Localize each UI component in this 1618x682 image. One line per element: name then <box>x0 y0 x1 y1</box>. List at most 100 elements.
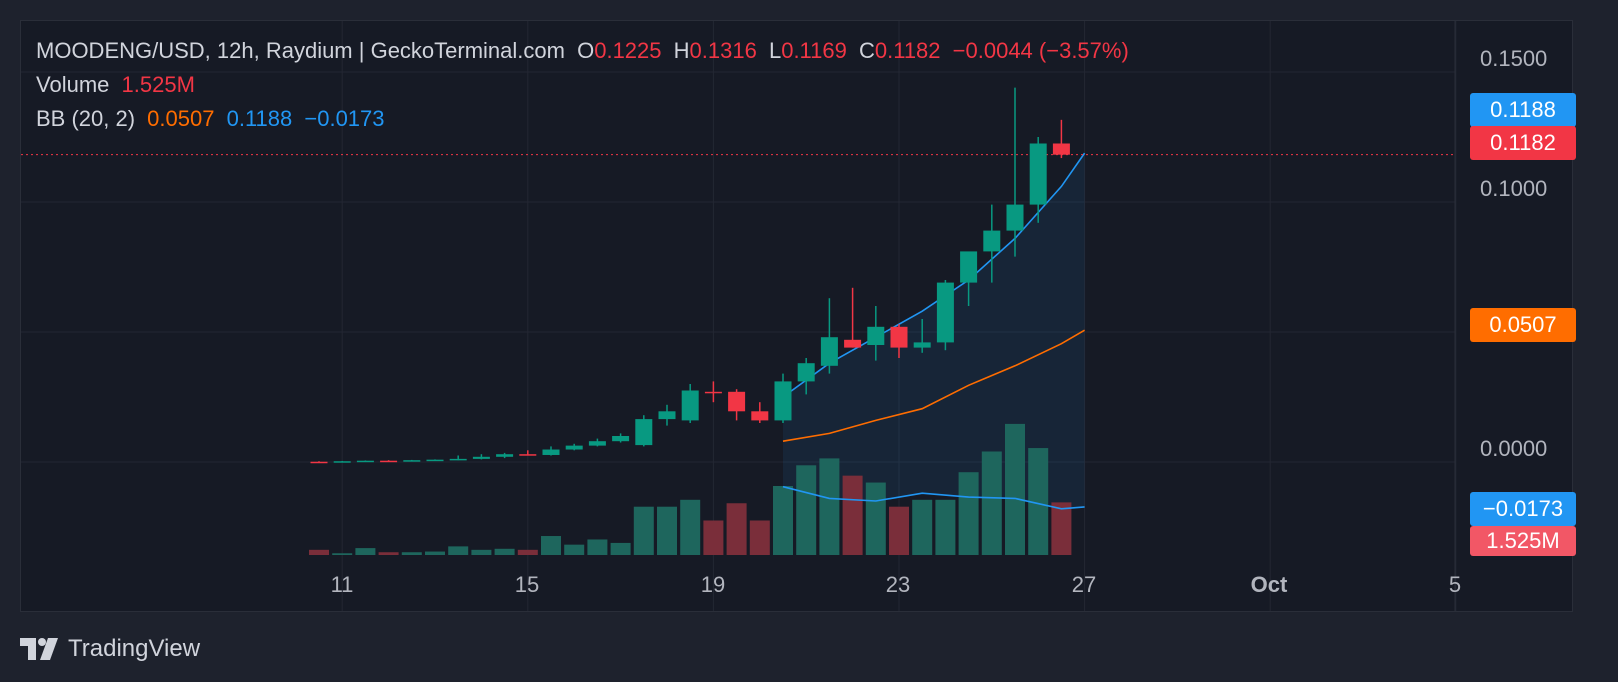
x-tick-label: 11 <box>330 572 354 597</box>
volume-bar <box>448 546 469 555</box>
volume-bar <box>633 506 654 555</box>
bb-band-fill <box>783 153 1085 509</box>
candle-body <box>1029 143 1047 205</box>
volume-bar <box>680 499 701 555</box>
candle-body <box>403 460 421 462</box>
brand-name: TradingView <box>68 635 201 662</box>
candle-body <box>704 391 722 394</box>
legend-low-label: L <box>768 38 782 63</box>
legend-open-label: O <box>577 38 595 63</box>
candle-body <box>612 436 630 442</box>
volume-bar <box>494 548 515 555</box>
candle-body <box>380 460 398 463</box>
volume-bar <box>517 549 538 555</box>
x-tick-label: 19 <box>700 572 726 597</box>
volume-bar <box>401 552 422 555</box>
candle-body <box>983 230 1001 252</box>
volume-price-label: 1.525M <box>1470 526 1576 556</box>
volume-bar <box>332 553 353 555</box>
volume-bar <box>796 465 817 555</box>
chart-plot[interactable] <box>0 0 1618 620</box>
candle-body <box>658 411 676 420</box>
candle-body <box>751 411 769 421</box>
candle-body <box>449 458 467 461</box>
candle-body <box>774 381 792 421</box>
legend-bb-label[interactable]: BB (20, 2) <box>36 106 136 131</box>
volume-bar <box>378 552 399 555</box>
candle-body <box>542 449 560 455</box>
bb-basis-price-label: 0.0507 <box>1470 308 1576 342</box>
volume-bar <box>1028 448 1049 555</box>
candle-body <box>310 461 328 464</box>
legend-close-value: 0.1182 <box>874 38 941 63</box>
volume-bar <box>749 520 770 555</box>
candle-body <box>356 460 374 463</box>
volume-bar <box>726 503 747 555</box>
tradingview-icon <box>20 638 58 660</box>
legend-high-label: H <box>673 38 690 63</box>
candle-body <box>797 363 815 382</box>
volume-bar <box>935 499 956 555</box>
volume-bar <box>425 551 445 555</box>
candle-body <box>472 456 490 459</box>
legend-close-label: C <box>858 38 875 63</box>
volume-bar <box>610 542 631 555</box>
legend-low-value: 0.1169 <box>781 38 847 63</box>
y-tick-label: 0.1500 <box>1480 46 1548 71</box>
bb-basis-line <box>782 329 1086 442</box>
candle-body <box>1052 143 1070 155</box>
candle-body <box>635 419 653 446</box>
y-tick-label: 0.1000 <box>1480 176 1548 201</box>
candle-body <box>844 339 862 348</box>
candle-body <box>867 326 885 345</box>
legend-bb-lower: −0.0173 <box>304 106 385 131</box>
volume-bar <box>703 520 724 555</box>
volume-bar <box>981 451 1002 555</box>
bb-upper-price-label: 0.1188 <box>1470 93 1576 127</box>
last-price-label: 0.1182 <box>1470 126 1576 160</box>
candle-body <box>519 454 537 456</box>
volume-bar <box>355 548 376 555</box>
y-tick-label: 0.0000 <box>1480 436 1548 461</box>
volume-bar <box>587 539 608 555</box>
volume-bar <box>309 549 329 555</box>
legend-open-value: 0.1225 <box>594 38 662 63</box>
x-tick-label: 27 <box>1071 572 1097 597</box>
bb-lower-line <box>782 485 1085 510</box>
candle-body <box>936 282 954 343</box>
tradingview-logo[interactable]: TradingView <box>20 632 200 666</box>
volume-bar <box>819 458 840 555</box>
volume-bar <box>842 475 863 555</box>
x-tick-label: Oct <box>1250 572 1288 597</box>
legend-bb-row: BB (20, 2) 0.0507 0.1188 −0.0173 <box>36 106 391 132</box>
volume-bar <box>958 472 979 555</box>
volume-bar <box>1005 423 1025 555</box>
candle-body <box>565 445 583 450</box>
volume-bar <box>865 482 886 555</box>
volume-bar <box>889 506 909 555</box>
volume-bar <box>912 499 933 555</box>
volume-bar <box>1051 502 1072 555</box>
volume-bar <box>471 549 492 555</box>
volume-bar <box>564 544 585 555</box>
legend-symbol[interactable]: MOODENG/USD, 12h, Raydium | GeckoTermina… <box>36 38 565 63</box>
legend-ohlc-row: MOODENG/USD, 12h, Raydium | GeckoTermina… <box>36 38 1135 64</box>
candle-body <box>728 391 746 412</box>
legend-volume-value: 1.525M <box>121 72 195 97</box>
legend-volume-label[interactable]: Volume <box>36 72 110 97</box>
legend-bb-basis: 0.0507 <box>147 106 215 131</box>
legend-high-value: 0.1316 <box>689 38 757 63</box>
volume-bar <box>657 506 677 555</box>
candle-body <box>1006 204 1024 231</box>
volume-bar <box>773 486 793 555</box>
x-tick-label: 23 <box>885 572 911 597</box>
candle-body <box>588 441 606 446</box>
candle-body <box>960 251 978 283</box>
volume-bar <box>541 536 561 555</box>
candle-body <box>333 461 351 463</box>
candle-body <box>890 326 908 348</box>
x-tick-label: 15 <box>514 572 540 597</box>
legend-bb-upper: 0.1188 <box>226 106 293 131</box>
candle-body <box>913 342 931 348</box>
x-tick-label: 5 <box>1448 572 1462 597</box>
